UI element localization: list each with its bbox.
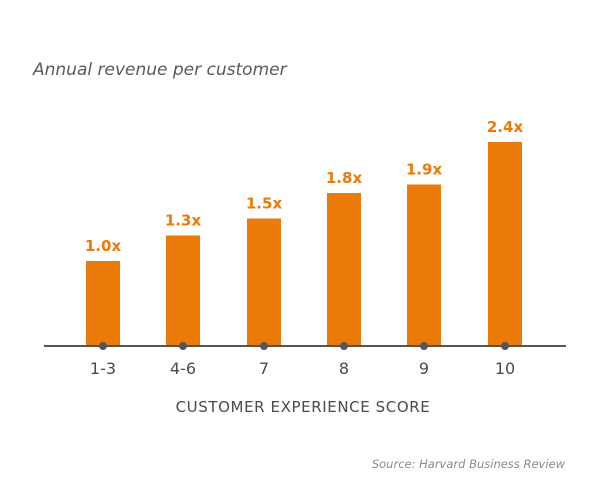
x-axis-label: CUSTOMER EXPERIENCE SCORE (176, 398, 431, 416)
data-label-9: 1.9x (406, 161, 443, 179)
data-label-1-3: 1.0x (85, 237, 122, 255)
tick-label-4-6: 4-6 (170, 359, 196, 378)
data-label-10: 2.4x (487, 118, 524, 136)
data-label-7: 1.5x (246, 195, 283, 213)
tick-dot-4-6 (179, 342, 187, 350)
chart-title: Annual revenue per customer (32, 60, 288, 80)
data-label-8: 1.8x (326, 169, 363, 187)
tick-label-1-3: 1-3 (90, 359, 116, 378)
tick-label-9: 9 (419, 359, 429, 378)
bar-4-6 (166, 235, 200, 346)
data-labels-layer: 1.0x 1.3x 1.5x 1.8x 1.9x 2.4x (85, 118, 524, 255)
bar-9 (407, 184, 441, 346)
data-label-4-6: 1.3x (165, 212, 202, 230)
bars-layer (86, 142, 522, 346)
source-note: Source: Harvard Business Review (372, 457, 566, 471)
tick-labels-layer: 1-3 4-6 7 8 9 10 (90, 359, 515, 378)
tick-dot-1-3 (99, 342, 107, 350)
tick-label-8: 8 (339, 359, 349, 378)
bar-10 (488, 142, 522, 346)
bar-1-3 (86, 261, 120, 346)
tick-dot-9 (420, 342, 428, 350)
bar-8 (327, 193, 361, 346)
bar-7 (247, 218, 281, 346)
tick-dot-10 (501, 342, 509, 350)
tick-dots-layer (99, 342, 509, 350)
tick-dot-7 (260, 342, 268, 350)
tick-label-10: 10 (495, 359, 515, 378)
tick-dot-8 (340, 342, 348, 350)
tick-label-7: 7 (259, 359, 269, 378)
